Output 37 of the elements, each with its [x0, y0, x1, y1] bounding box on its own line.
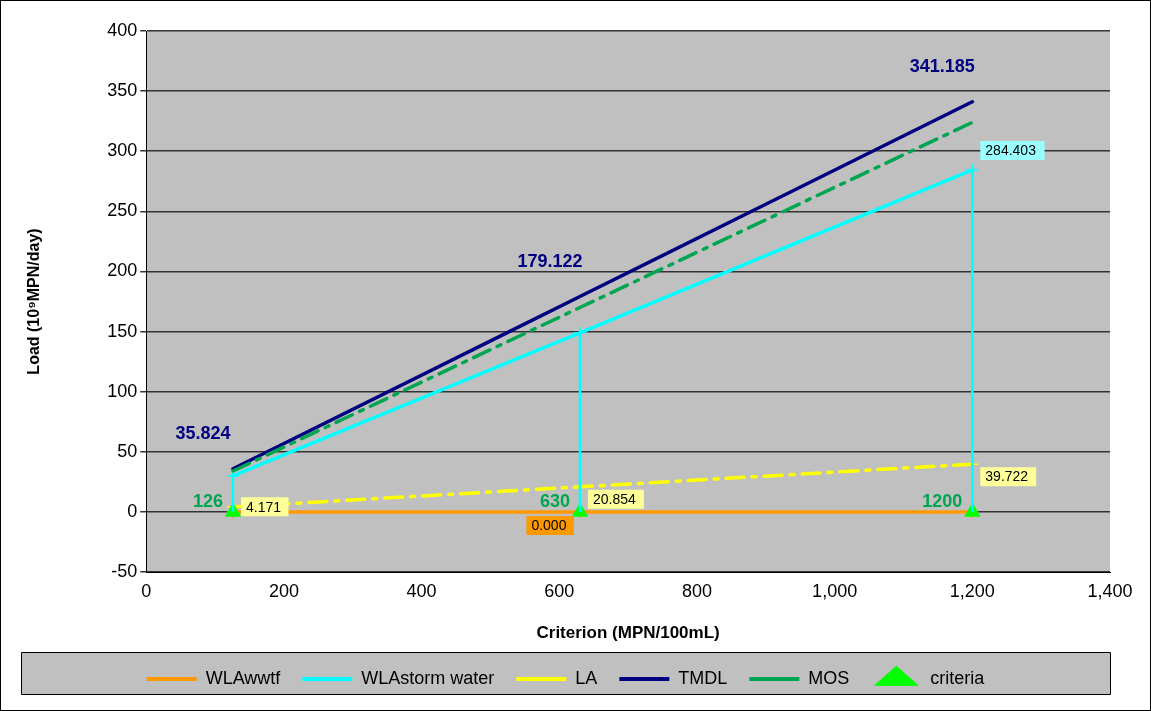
x-tick-label: 200	[268, 580, 299, 601]
x-tick-label: 1,000	[812, 580, 858, 601]
y-tick-label: 50	[117, 440, 138, 461]
data-label: 39.722	[985, 468, 1029, 485]
annotation: 630	[539, 490, 570, 511]
legend-label: WLAwwtf	[205, 667, 282, 688]
legend-label: LA	[575, 667, 598, 688]
y-tick-label: -50	[111, 560, 138, 581]
data-label: 20.854	[592, 491, 636, 508]
x-tick-label: 0	[141, 580, 152, 601]
y-tick-label: 300	[107, 140, 138, 161]
x-axis-title: Criterion (MPN/100mL)	[536, 623, 720, 643]
legend-label: TMDL	[678, 667, 728, 688]
legend-label: WLAstorm water	[361, 667, 495, 688]
legend-label: MOS	[808, 667, 850, 688]
x-tick-label: 800	[681, 580, 712, 601]
annotation: 1200	[922, 490, 963, 511]
data-label: 341.185	[909, 55, 975, 76]
x-tick-label: 1,400	[1087, 580, 1133, 601]
x-tick-label: 1,200	[949, 580, 995, 601]
y-tick-label: 100	[107, 380, 138, 401]
y-tick-label: 350	[107, 80, 138, 101]
y-axis-title: Load (10⁹MPN/day)	[25, 228, 43, 375]
data-label: 0.000	[531, 517, 567, 534]
y-tick-label: 150	[107, 320, 138, 341]
annotation: 126	[192, 490, 223, 511]
legend-label: criteria	[930, 667, 986, 688]
x-tick-label: 600	[544, 580, 575, 601]
x-tick-label: 400	[406, 580, 437, 601]
data-label: 35.824	[175, 422, 231, 443]
data-label: 4.171	[245, 498, 282, 515]
y-tick-label: 400	[107, 19, 138, 40]
data-label: 179.122	[517, 250, 583, 271]
data-label: 284.403	[985, 142, 1037, 159]
y-tick-label: 0	[127, 500, 138, 521]
y-tick-label: 200	[107, 260, 138, 281]
y-tick-label: 250	[107, 200, 138, 221]
